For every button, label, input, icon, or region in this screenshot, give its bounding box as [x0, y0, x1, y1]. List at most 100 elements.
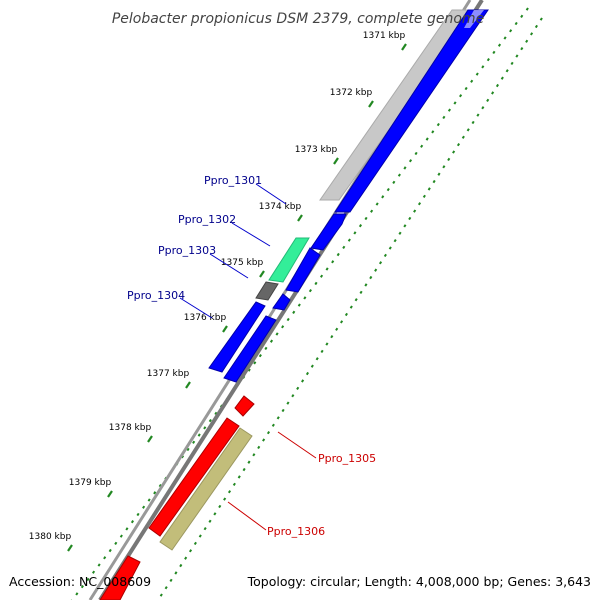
scale-dot	[456, 143, 461, 147]
scale-dot	[80, 585, 84, 589]
scale-dot	[75, 592, 79, 596]
red-gene-bottom[interactable]	[99, 555, 141, 600]
scale-dot	[276, 416, 280, 420]
scale-dot	[510, 61, 514, 66]
ppro-1305-gene[interactable]	[148, 417, 240, 537]
blue-feature-bar-top[interactable]	[334, 9, 489, 213]
scale-dot	[403, 166, 407, 170]
ppro-1302-gene[interactable]	[268, 237, 310, 283]
scale-dot	[158, 483, 162, 488]
scale-dot	[466, 128, 470, 132]
scale-dot	[223, 497, 227, 501]
scale-dot	[354, 298, 358, 302]
gene-label-ppro-1306[interactable]: Ppro_1306	[267, 525, 325, 538]
tick-label: 1378 kbp	[109, 423, 152, 433]
scale-dot	[374, 268, 378, 272]
gene-label-ppro-1302[interactable]: Ppro_1302	[178, 213, 236, 226]
scale-dot	[186, 447, 190, 452]
tick-label: 1374 kbp	[259, 202, 302, 212]
scale-dot	[203, 426, 207, 430]
scale-dot	[242, 467, 246, 472]
scale-dot	[347, 238, 351, 242]
scale-dot	[184, 556, 188, 560]
scale-dot	[340, 320, 344, 324]
scale-dot	[119, 534, 123, 538]
tick-label: 1375 kbp	[221, 258, 264, 268]
scale-dot	[342, 245, 346, 249]
scale-dot	[388, 246, 392, 250]
scale-dot	[247, 368, 251, 372]
scale-dot	[432, 179, 436, 184]
gray-feature-bar[interactable]	[319, 9, 475, 201]
scale-dot	[257, 445, 261, 450]
scale-dot	[264, 346, 268, 351]
scale-dot	[232, 482, 236, 486]
major-tick-mark	[259, 270, 265, 278]
scale-dot	[218, 504, 222, 509]
scale-dot	[497, 43, 502, 47]
major-tick-mark	[333, 157, 339, 165]
scale-dot	[471, 120, 475, 125]
ppro-1304-gene[interactable]	[208, 301, 266, 373]
scale-dot	[530, 32, 534, 36]
scale-dot	[247, 460, 251, 464]
blue-gene-right-2[interactable]	[285, 247, 321, 293]
scale-dot	[281, 408, 285, 413]
scale-dot	[213, 512, 217, 516]
scale-dot	[153, 491, 157, 495]
scale-dot	[142, 505, 146, 509]
gene-label-ppro-1304[interactable]: Ppro_1304	[127, 289, 185, 302]
major-tick-mark	[297, 214, 303, 222]
red-gene-small[interactable]	[234, 395, 255, 417]
scale-dot	[442, 165, 446, 169]
scale-dot	[292, 310, 296, 314]
scale-dot	[427, 187, 431, 191]
scale-dot	[500, 76, 504, 80]
gene-label-ppro-1301[interactable]: Ppro_1301	[204, 174, 262, 187]
scale-dot	[392, 180, 396, 185]
scale-dot	[509, 29, 513, 33]
scale-dot	[453, 101, 457, 105]
scale-dot	[301, 379, 305, 383]
scale-dot	[437, 172, 441, 176]
label-line-ppro-1302	[231, 222, 271, 247]
scale-dot	[358, 224, 363, 228]
scale-dot	[193, 541, 197, 546]
scale-dot	[266, 431, 271, 435]
scale-dot	[227, 490, 232, 494]
scale-dot	[86, 577, 90, 582]
scale-dot	[314, 281, 318, 286]
scale-dot	[262, 438, 266, 442]
scale-dot	[403, 224, 407, 228]
scale-dot	[320, 349, 324, 354]
scale-dot	[159, 593, 163, 597]
scale-dot	[258, 353, 262, 358]
scale-dot	[336, 252, 340, 257]
topology-summary-text: Topology: circular; Length: 4,008,000 bp…	[247, 574, 591, 589]
blue-gene-lower[interactable]	[223, 315, 277, 383]
gene-label-ppro-1303[interactable]: Ppro_1303	[158, 244, 216, 257]
tick-label: 1376 kbp	[184, 313, 227, 323]
scale-dot	[425, 137, 429, 141]
scale-dot	[413, 209, 417, 213]
scale-dot	[459, 94, 463, 98]
scale-dot	[275, 332, 279, 336]
ppro-1301-gene[interactable]	[310, 213, 347, 251]
ppro-1303-gene[interactable]	[255, 281, 279, 301]
scale-dot	[486, 57, 490, 62]
scale-dot	[344, 312, 348, 317]
blue-gene-small[interactable]	[272, 293, 291, 311]
major-tick-mark	[368, 100, 374, 108]
scale-dot	[492, 50, 496, 55]
major-tick-mark	[147, 435, 153, 443]
scale-dot	[325, 342, 329, 346]
scale-dot	[296, 386, 300, 390]
blue-feature-top-highlight	[464, 10, 484, 28]
scale-dot	[169, 578, 173, 582]
gene-label-ppro-1305[interactable]: Ppro_1305	[318, 452, 376, 465]
scale-dot	[208, 418, 212, 423]
scale-dot	[97, 563, 101, 567]
ppro-1306-gene[interactable]	[159, 427, 253, 551]
scale-dot	[130, 520, 135, 524]
